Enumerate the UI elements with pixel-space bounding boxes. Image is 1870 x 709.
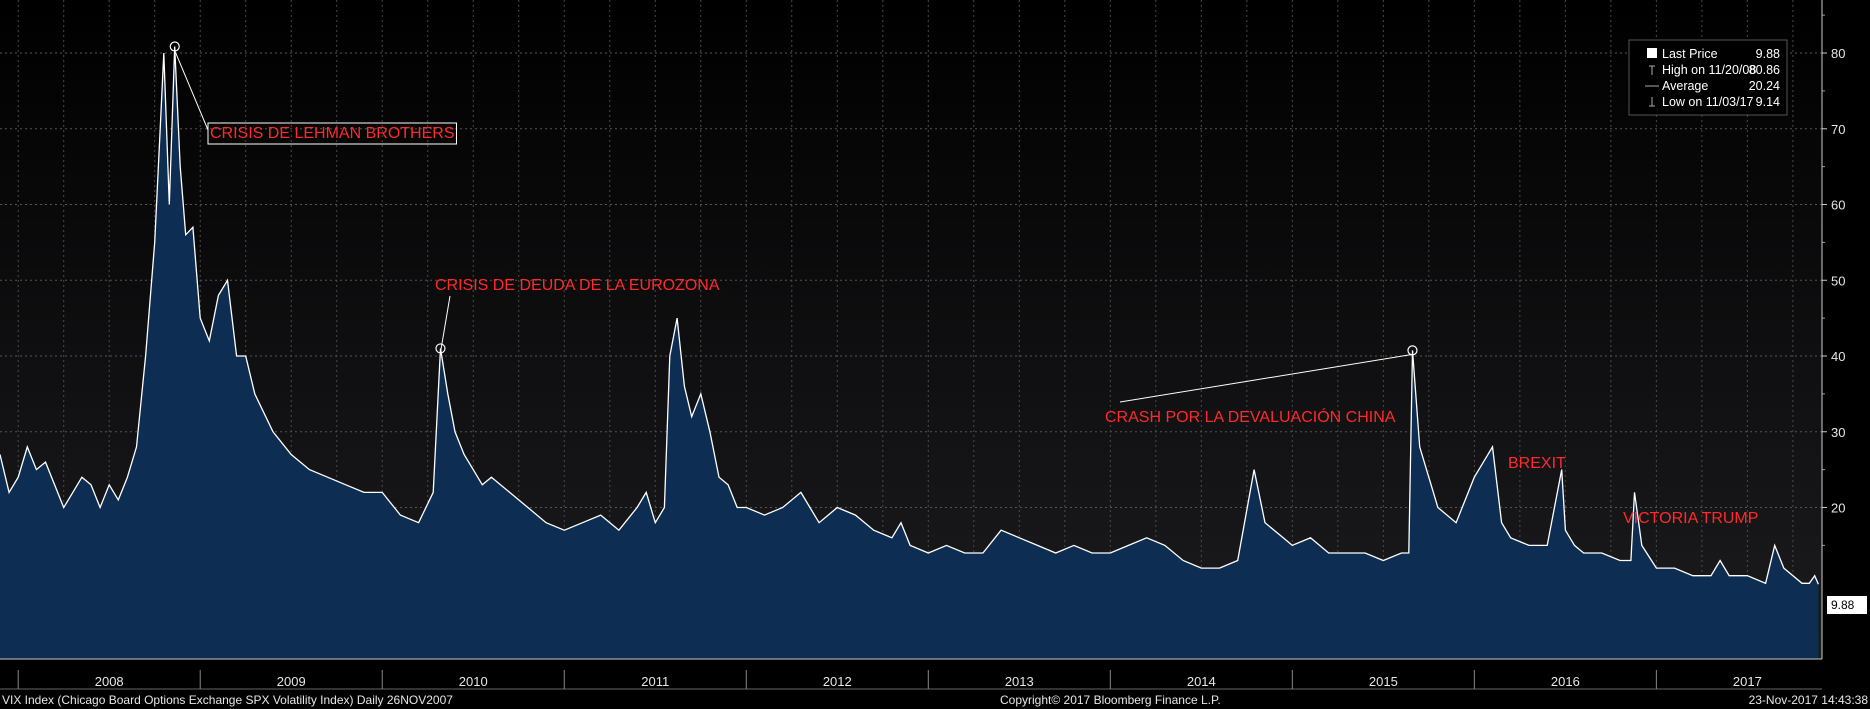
- last-price-tag-text: 9.88: [1831, 598, 1855, 612]
- annotation-label: CRISIS DE LEHMAN BROTHERS: [210, 125, 454, 142]
- legend-item-high: High on 11/20/08 80.86: [1649, 63, 1780, 77]
- x-tick-label: 2015: [1369, 674, 1398, 689]
- price-area-fill: [0, 46, 1819, 659]
- annotation-leader: [174, 50, 209, 131]
- y-tick-label: 60: [1831, 198, 1845, 213]
- legend-value: 80.86: [1749, 63, 1780, 77]
- legend-item-average: Average 20.24: [1645, 79, 1780, 93]
- x-tick-label: 2011: [641, 674, 669, 689]
- y-tick-label: 20: [1831, 501, 1845, 516]
- grid: [0, 0, 1822, 659]
- x-axis: 2008 2009 2010 2011 2012 2013 2014 2015 2016 2017: [0, 658, 1822, 690]
- y-tick-label: 30: [1831, 425, 1845, 440]
- annotation-label: BREXIT: [1508, 455, 1566, 472]
- annotations: CRISIS DE LEHMAN BROTHERS CRISIS DE DEUDA…: [169, 41, 1758, 527]
- legend-value: 9.88: [1756, 47, 1780, 61]
- x-tick-label: 2016: [1551, 674, 1580, 689]
- price-line: [0, 46, 1819, 585]
- y-tick-label: 80: [1831, 46, 1845, 61]
- y-tick-label: 50: [1831, 273, 1845, 288]
- y-tick-label: 70: [1831, 122, 1845, 137]
- legend-item-last-price: Last Price 9.88: [1647, 47, 1780, 61]
- annotation-leader: [439, 295, 451, 353]
- x-tick-label: 2012: [823, 674, 852, 689]
- square-marker-icon: [1647, 48, 1657, 58]
- footer-left: VIX Index (Chicago Board Options Exchang…: [2, 693, 453, 707]
- annotation-label: CRASH POR LA DEVALUACIÓN CHINA: [1105, 407, 1396, 426]
- annotation-leader: [1119, 353, 1413, 403]
- legend-label: Last Price: [1662, 47, 1718, 61]
- x-tick-label: 2009: [277, 674, 306, 689]
- legend-value: 20.24: [1749, 79, 1780, 93]
- footer-right: 23-Nov-2017 14:43:38: [1749, 693, 1869, 707]
- annotation-box: [207, 122, 457, 145]
- y-axis: 20 30 40 50 60 70 80: [1821, 0, 1845, 659]
- x-tick-label: 2010: [459, 674, 488, 689]
- footer-center: Copyright© 2017 Bloomberg Finance L.P.: [1000, 693, 1221, 707]
- last-price-tag: 9.88: [1827, 596, 1867, 614]
- legend-value: 9.14: [1756, 95, 1780, 109]
- legend: Last Price 9.88 High on 11/20/08 80.86 A…: [1628, 39, 1788, 116]
- x-tick-label: 2017: [1733, 674, 1762, 689]
- annotation-label: VICTORIA TRUMP: [1623, 510, 1758, 527]
- legend-item-low: Low on 11/03/17 9.14: [1649, 95, 1780, 109]
- x-tick-label: 2014: [1187, 674, 1216, 689]
- footer: VIX Index (Chicago Board Options Exchang…: [2, 693, 1868, 707]
- legend-label: Average: [1662, 79, 1708, 93]
- x-tick-label: 2008: [95, 674, 124, 689]
- legend-label: Low on 11/03/17: [1662, 95, 1754, 109]
- y-tick-label: 40: [1831, 349, 1845, 364]
- legend-label: High on 11/20/08: [1662, 63, 1756, 77]
- annotation-label: CRISIS DE DEUDA DE LA EUROZONA: [435, 277, 720, 294]
- annotation-marker: [435, 343, 446, 354]
- x-tick-label: 2013: [1005, 674, 1034, 689]
